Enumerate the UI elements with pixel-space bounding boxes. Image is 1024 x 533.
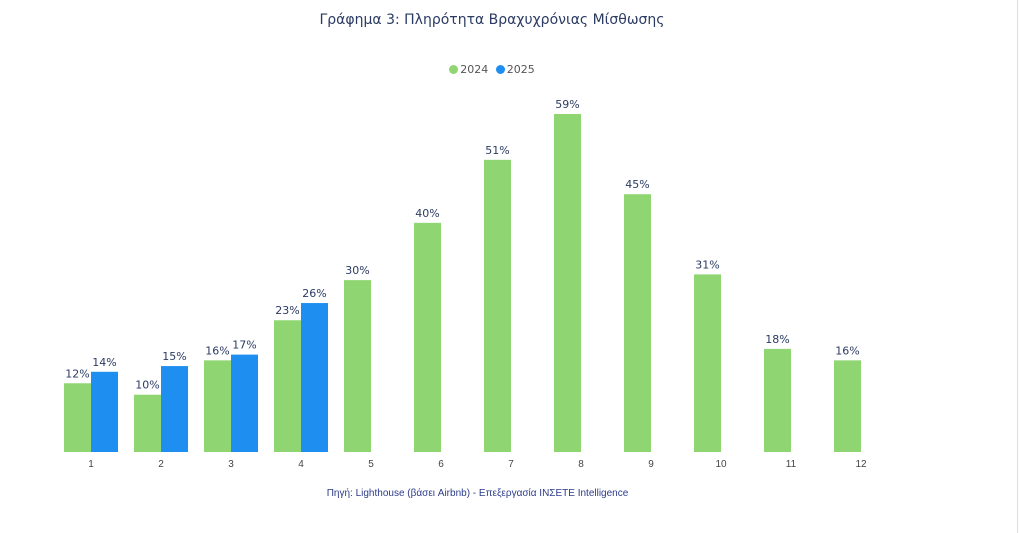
bar-2024-12 [834,360,861,452]
bar-2024-9 [624,194,651,453]
data-label: 12% [65,367,89,380]
data-label: 17% [232,339,256,352]
bar-2025-3 [231,354,258,452]
data-label: 23% [275,304,299,317]
x-tick-label: 7 [508,459,514,470]
legend-label: 2025 [506,63,535,76]
legend-swatch-2024 [449,65,459,74]
data-label: 10% [135,379,159,392]
divider [1017,0,1018,533]
x-tick-label: 10 [715,459,727,470]
data-label: 30% [345,264,369,277]
legend-item-2024[interactable]: 2024 [449,63,488,76]
bar-2025-4 [301,303,328,452]
bar-2024-7 [484,159,511,452]
bar-2024-4 [274,320,301,452]
x-tick-label: 8 [578,459,584,470]
data-label: 31% [695,258,719,271]
data-label: 16% [205,344,229,357]
bar-2025-1 [91,371,118,452]
bar-2024-10 [694,274,721,452]
bar-2024-3 [204,360,231,452]
data-label: 59% [555,98,579,111]
legend: 2024 2025 [0,63,984,77]
bar-2024-6 [414,222,441,452]
bar-2024-2 [134,394,161,452]
data-label: 14% [92,356,116,369]
data-label: 26% [302,287,326,300]
source-note: Πηγή: Lighthouse (βάσει Airbnb) - Επεξερ… [326,488,629,499]
data-label: 16% [835,344,859,357]
x-tick-label: 6 [438,459,444,470]
x-tick-label: 11 [786,459,797,470]
data-label: 51% [485,144,509,157]
bar-2024-5 [344,280,371,452]
bar-2024-11 [764,348,791,452]
bar-2024-1 [64,383,91,452]
chart-title: Γράφημα 3: Πληρότητα Βραχυχρόνιας Μίσθωσ… [319,12,665,28]
data-label: 40% [415,207,439,220]
legend-label: 2024 [460,63,489,76]
x-tick-label: 3 [228,459,234,470]
data-label: 45% [625,178,649,191]
x-tick-label: 12 [855,459,867,470]
x-tick-label: 2 [158,459,164,470]
x-tick-label: 5 [368,459,374,470]
x-tick-label: 9 [648,459,654,470]
bar-2024-8 [554,114,581,452]
legend-item-2025[interactable]: 2025 [495,63,535,76]
bar-2025-2 [161,366,188,452]
x-tick-label: 1 [88,459,94,470]
data-label: 18% [765,333,789,346]
x-tick-label: 4 [298,459,304,470]
data-label: 15% [162,350,186,363]
legend-swatch-2025 [495,65,505,74]
